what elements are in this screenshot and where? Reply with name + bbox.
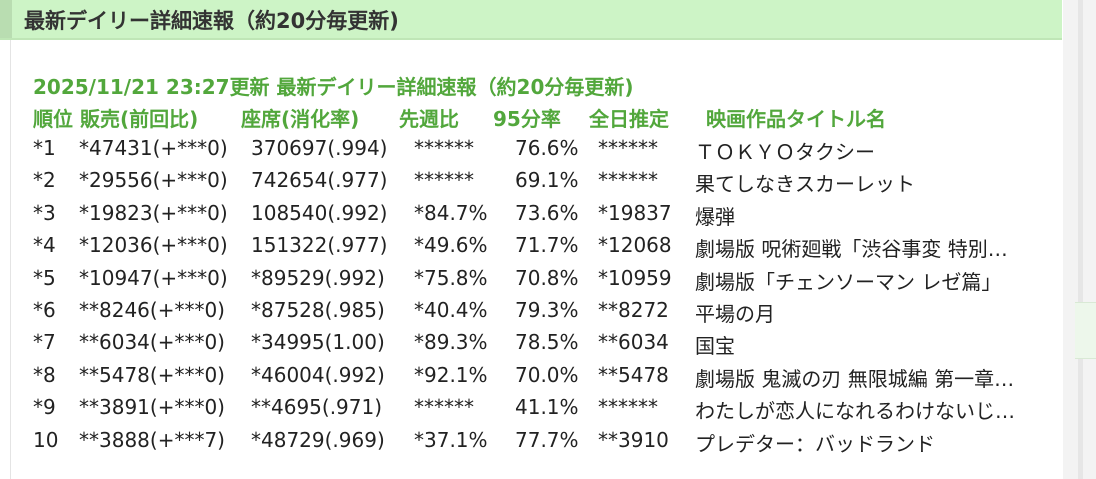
row-pct: 41.1% [515, 395, 579, 420]
column-header-95pct: 95分率 [493, 107, 561, 131]
row-seats: **4695(.971) [251, 395, 383, 420]
row-seats: *87528(.985) [251, 298, 385, 322]
row-title[interactable]: ＴＯＫＹＯタクシー [695, 140, 875, 164]
table-row: *6 **8246(+***0) *87528(.985) *40.4% 79.3% **… [0, 298, 1050, 328]
table-row: *8 **5478(+***0) *46004(.992) *92.1% 70.0% **… [0, 363, 1050, 393]
table-row: *5 *10947(+***0) *89529(.992) *75.8% 70.8% *1… [0, 266, 1050, 296]
row-week: *75.8% [414, 265, 488, 290]
row-day: **3910 [598, 427, 669, 452]
row-day: **5478 [598, 362, 669, 387]
row-title[interactable]: 爆弾 [695, 204, 735, 229]
column-header-rank-sales: 順位 販売(前回比) [33, 107, 199, 131]
row-rank: *4 [33, 233, 56, 258]
row-title[interactable]: 平場の月 [695, 302, 775, 326]
row-rank: *1 [33, 136, 56, 160]
row-seats: 151322(.977) [251, 233, 388, 258]
row-sales: **6034(+***0) [79, 330, 225, 355]
table-row: 10 **3888(+***7) *48729(.969) *37.1% 77.7% **… [0, 428, 1050, 458]
row-pct: 76.6% [515, 136, 579, 160]
row-pct: 78.5% [515, 330, 579, 355]
side-tab[interactable] [1075, 302, 1096, 359]
row-sales: **5478(+***0) [79, 362, 225, 387]
row-seats: *48729(.969) [251, 427, 385, 452]
update-timestamp-line: 2025/11/21 23:27更新 最新デイリー詳細速報（約20分毎更新) [33, 75, 634, 99]
row-title[interactable]: わたしが恋人になれるわけないじゃん、ムリムリ！ [695, 399, 1017, 424]
column-header-seats: 座席(消化率) [241, 107, 360, 131]
row-day: **8272 [598, 298, 669, 322]
row-seats: 370697(.994) [251, 136, 388, 160]
row-rank: *7 [33, 330, 56, 355]
row-sales: **3891(+***0) [79, 395, 225, 420]
row-rank: *3 [33, 200, 56, 225]
row-day: ****** [598, 168, 658, 193]
row-pct: 71.7% [515, 233, 579, 258]
row-sales: *47431(+***0) [79, 136, 228, 160]
row-sales: *29556(+***0) [79, 168, 228, 193]
row-day: *12068 [598, 233, 672, 258]
table-row: *9 **3891(+***0) **4695(.971) ****** 41.1% **… [0, 395, 1050, 425]
row-pct: 77.7% [515, 427, 579, 452]
row-pct: 70.8% [515, 265, 579, 290]
row-title[interactable]: プレデター：バッドランド [695, 431, 935, 456]
row-pct: 70.0% [515, 362, 579, 387]
row-rank: *5 [33, 265, 56, 290]
row-week: *49.6% [414, 233, 488, 258]
row-rank: *8 [33, 362, 56, 387]
table-row: *1 *47431(+***0) 370697(.994) ****** 76.6% **… [0, 136, 1050, 166]
scrollbar[interactable] [1078, 0, 1083, 479]
row-day: ****** [598, 395, 658, 420]
row-title[interactable]: 劇場版 鬼滅の刃 無限城編 第一章 猗窩座再来 [695, 366, 1017, 391]
table-row: *3 *19823(+***0) 108540(.992) *84.7% 73.6% *1… [0, 201, 1050, 231]
content-panel [10, 0, 1064, 479]
row-rank: *2 [33, 168, 56, 193]
row-seats: 742654(.977) [251, 168, 388, 193]
table-row: *2 *29556(+***0) 742654(.977) ****** 69.1% **… [0, 168, 1050, 198]
row-seats: 108540(.992) [251, 200, 388, 225]
row-sales: *19823(+***0) [79, 200, 228, 225]
row-pct: 69.1% [515, 168, 579, 193]
row-sales: *10947(+***0) [79, 265, 228, 290]
row-title[interactable]: 果てしなきスカーレット [695, 172, 915, 197]
row-rank: 10 [33, 427, 59, 452]
row-week: ****** [414, 168, 474, 193]
row-pct: 73.6% [515, 200, 579, 225]
section-header: 最新デイリー詳細速報（約20分毎更新) [0, 0, 1062, 40]
row-day: **6034 [598, 330, 669, 355]
row-week: *40.4% [414, 298, 488, 322]
row-rank: *6 [33, 298, 56, 322]
row-week: *84.7% [414, 200, 488, 225]
header-title: 最新デイリー詳細速報（約20分毎更新) [24, 9, 399, 33]
row-day: ****** [598, 136, 658, 160]
row-rank: *9 [33, 395, 56, 420]
row-pct: 79.3% [515, 298, 579, 322]
column-header-week: 先週比 [399, 107, 459, 131]
column-header-day-estimate: 全日推定 [589, 107, 669, 131]
row-sales: **8246(+***0) [79, 298, 225, 322]
row-title[interactable]: 劇場版「チェンソーマン レゼ篇」 [695, 269, 1002, 294]
row-seats: *89529(.992) [251, 265, 385, 290]
row-sales: *12036(+***0) [79, 233, 228, 258]
row-sales: **3888(+***7) [79, 427, 225, 452]
column-header-title: 映画作品タイトル名 [706, 107, 886, 131]
row-week: ****** [414, 395, 474, 420]
row-seats: *34995(1.00) [251, 330, 385, 355]
table-row: *4 *12036(+***0) 151322(.977) *49.6% 71.7% *1… [0, 233, 1050, 263]
row-day: *10959 [598, 265, 672, 290]
table-row: *7 **6034(+***0) *34995(1.00) *89.3% 78.5% **… [0, 330, 1050, 360]
row-seats: *46004(.992) [251, 362, 385, 387]
row-week: *89.3% [414, 330, 488, 355]
row-week: ****** [414, 136, 474, 160]
row-day: *19837 [598, 200, 672, 225]
row-title[interactable]: 国宝 [695, 334, 735, 359]
header-accent [0, 0, 12, 38]
row-week: *37.1% [414, 427, 488, 452]
row-week: *92.1% [414, 362, 488, 387]
row-title[interactable]: 劇場版 呪術廻戦「渋谷事変 特別編集版」×「死滅回游 先行上映」 [695, 237, 1017, 262]
